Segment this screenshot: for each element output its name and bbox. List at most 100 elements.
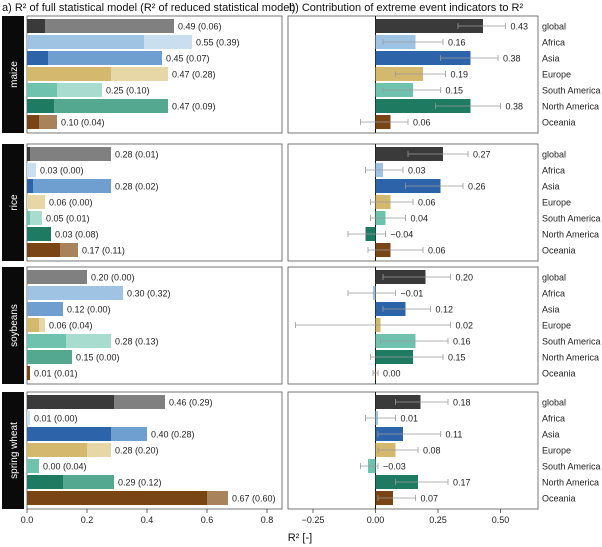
region-label: global [542, 398, 566, 408]
crop-panel-maize: maize 0.49 (0.06) 0.43 global 0.55 (0.39) 0.1… [2, 15, 601, 134]
bar-value-label: 0.40 (0.28) [151, 430, 195, 440]
crop-strip [2, 267, 24, 384]
contribution-value-label: 0.18 [453, 398, 471, 408]
region-label: North America [542, 102, 599, 112]
bar-value-label: 0.47 (0.09) [172, 102, 216, 112]
contribution-value-label: 0.19 [451, 70, 469, 80]
bar-reduced-asia [27, 51, 48, 65]
bar-value-label: 0.55 (0.39) [196, 38, 240, 48]
crop-label: soybeans [9, 304, 20, 347]
bar-reduced-south-america [27, 83, 57, 97]
bar-value-label: 0.10 (0.04) [61, 118, 105, 128]
bar-reduced-asia [27, 427, 111, 441]
contribution-value-label: 0.03 [408, 166, 426, 176]
region-label: Europe [542, 198, 571, 208]
contribution-value-label: 0.38 [503, 54, 521, 64]
crop-strip [2, 16, 24, 133]
contribution-value-label: −0.03 [383, 462, 406, 472]
crop-label: maize [9, 61, 20, 88]
region-label: Europe [542, 321, 571, 331]
x-tick-label-a: 0.2 [81, 515, 94, 525]
crop-strip [2, 392, 24, 509]
bar-value-label: 0.15 (0.00) [76, 353, 120, 363]
contribution-value-label: 0.06 [418, 198, 436, 208]
region-label: Oceania [542, 369, 576, 379]
bar-reduced-oceania [27, 491, 207, 505]
bar-value-label: 0.03 (0.08) [55, 230, 99, 240]
region-label: Oceania [542, 494, 576, 504]
contribution-value-label: 0.02 [456, 321, 474, 331]
bar-reduced-europe [27, 67, 111, 81]
contribution-bar-north-america [375, 99, 471, 113]
bar-reduced-global [27, 147, 30, 161]
contribution-value-label: 0.01 [401, 414, 419, 424]
region-label: Asia [542, 305, 560, 315]
region-label: South America [542, 86, 601, 96]
contribution-value-label: −0.01 [401, 289, 424, 299]
bar-full-africa [27, 411, 30, 425]
panels: maize 0.49 (0.06) 0.43 global 0.55 (0.39) 0.1… [2, 15, 601, 510]
bar-value-label: 0.67 (0.60) [232, 494, 276, 504]
region-label: global [542, 150, 566, 160]
x-tick-label-a: 0.8 [261, 515, 274, 525]
bar-full-global [27, 19, 174, 33]
contribution-value-label: 0.43 [511, 22, 529, 32]
bar-value-label: 0.06 (0.04) [49, 321, 93, 331]
bar-value-label: 0.29 (0.12) [118, 478, 162, 488]
bar-reduced-oceania [27, 366, 30, 380]
region-label: Asia [542, 54, 560, 64]
contribution-value-label: 0.06 [413, 118, 431, 128]
contribution-value-label: 0.27 [473, 150, 491, 160]
panel-b-title: b) Contribution of extreme event indicat… [289, 2, 524, 14]
bar-reduced-south-america [27, 334, 66, 348]
bar-full-south-america [27, 211, 42, 225]
contribution-value-label: 0.04 [411, 214, 429, 224]
bar-reduced-africa [27, 35, 144, 49]
x-tick-label-b: −0.25 [302, 515, 325, 525]
x-tick-label-b: 0.25 [429, 515, 447, 525]
region-label: North America [542, 230, 599, 240]
x-axes: 0.0 0.2 0.4 0.6 0.8 −0.25 0.00 0.25 0.50 [21, 509, 509, 525]
panel-a-title: a) R² of full statistical model (R² of r… [2, 2, 295, 14]
bar-reduced-south-america [27, 459, 39, 473]
bar-value-label: 0.20 (0.00) [91, 273, 135, 283]
bar-full-africa [27, 163, 36, 177]
bar-value-label: 0.28 (0.20) [115, 446, 159, 456]
bar-full-global [27, 270, 87, 284]
region-label: Africa [542, 166, 565, 176]
region-label: Oceania [542, 118, 576, 128]
region-label: North America [542, 478, 599, 488]
crop-panel-soybeans: soybeans 0.20 (0.00) 0.20 global 0.30 (0.32)… [2, 266, 601, 385]
bar-value-label: 0.01 (0.00) [34, 414, 78, 424]
bar-full-asia [27, 302, 63, 316]
bar-value-label: 0.47 (0.28) [172, 70, 216, 80]
bar-full-north-america [27, 99, 168, 113]
bar-value-label: 0.30 (0.32) [127, 289, 171, 299]
region-label: South America [542, 214, 601, 224]
region-label: Europe [542, 446, 571, 456]
x-tick-label-a: 0.6 [201, 515, 214, 525]
contribution-value-label: 0.17 [453, 478, 471, 488]
contribution-value-label: 0.15 [446, 86, 464, 96]
bar-reduced-north-america [27, 227, 51, 241]
bar-full-north-america [27, 350, 72, 364]
bar-value-label: 0.28 (0.01) [115, 150, 159, 160]
bar-full-asia [27, 51, 162, 65]
contribution-value-label: 0.26 [468, 182, 486, 192]
bar-value-label: 0.12 (0.00) [67, 305, 111, 315]
bar-reduced-global [27, 395, 114, 409]
contribution-value-label: −0.04 [391, 230, 414, 240]
region-label: Africa [542, 414, 565, 424]
region-label: Oceania [542, 246, 576, 256]
region-label: North America [542, 353, 599, 363]
bar-reduced-africa [27, 286, 123, 300]
contribution-value-label: 0.20 [456, 273, 474, 283]
bar-full-europe [27, 195, 45, 209]
contribution-value-label: 0.12 [436, 305, 454, 315]
contribution-value-label: 0.16 [453, 337, 471, 347]
bar-reduced-oceania [27, 243, 60, 257]
panel-b-frame [287, 143, 539, 262]
bar-value-label: 0.05 (0.01) [46, 214, 90, 224]
x-tick-label-b: 0.00 [367, 515, 385, 525]
